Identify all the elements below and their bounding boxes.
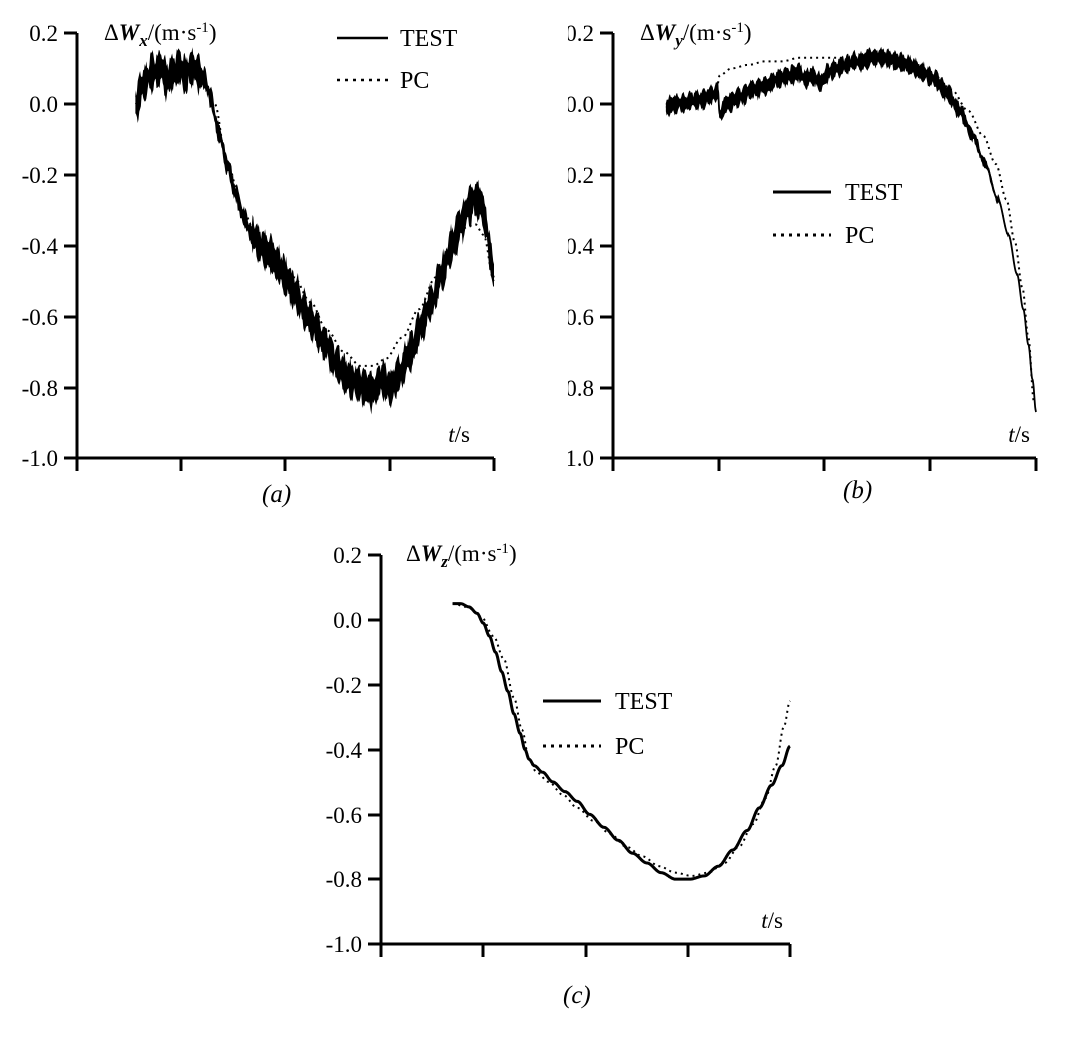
panel-c-y-tick-labels: 0.2 0.0 -0.2 -0.4 -0.6 -0.8 -1.0 — [326, 543, 363, 957]
panel-b-legend: TEST PC — [773, 180, 903, 249]
y-tick-label: 0.2 — [29, 21, 58, 46]
panel-c-series-test — [452, 602, 791, 881]
panel-b-chart: ΔWy/(m·s-1) 0.2 0.0 -0.2 -0.4 -0.6 -0.8 — [568, 20, 1038, 471]
panel-a-x-axis-label: t/s — [448, 422, 470, 447]
y-tick-label: -0.2 — [22, 163, 58, 188]
panel-b-y-ticks — [600, 31, 613, 460]
panel-a-chart: ΔWx/(m·s-1) 0.2 0.0 -0.2 -0.4 -0.6 — [22, 20, 496, 471]
y-tick-label: 0.0 — [568, 92, 594, 117]
panel-c-y-axis-title: ΔWz/(m·s-1) — [406, 541, 517, 571]
legend-label-pc: PC — [400, 68, 429, 94]
panel-b-caption: (b) — [843, 477, 873, 504]
y-tick-label: -0.4 — [568, 234, 594, 259]
panel-a-legend: TEST PC — [337, 26, 458, 94]
panel-a-y-tick-labels: 0.2 0.0 -0.2 -0.4 -0.6 -0.8 -1.0 — [22, 21, 59, 471]
panel-b-x-axis-label: t/s — [1008, 422, 1030, 447]
legend-label-test: TEST — [615, 689, 673, 715]
y-tick-label: -0.4 — [22, 234, 59, 259]
y-tick-label: -0.4 — [326, 738, 363, 763]
y-tick-label: 0.2 — [568, 21, 594, 46]
y-tick-label: -0.2 — [568, 163, 594, 188]
legend-label-pc: PC — [615, 734, 644, 760]
panel-a: ΔWx/(m·s-1) 0.2 0.0 -0.2 -0.4 -0.6 — [0, 0, 545, 507]
y-tick-label: 0.0 — [29, 92, 58, 117]
panel-c-caption: (c) — [563, 982, 591, 1009]
y-tick-label: -0.8 — [22, 376, 58, 401]
y-tick-label: 0.0 — [333, 608, 362, 633]
panel-a-series-test — [134, 47, 495, 415]
legend-label-test: TEST — [400, 26, 458, 52]
panel-b-y-axis-title: ΔWy/(m·s-1) — [640, 20, 752, 50]
panel-b-series-pc — [665, 56, 1035, 402]
panel-a-y-ticks — [64, 31, 77, 460]
panel-a-y-axis-title: ΔWx/(m·s-1) — [104, 20, 216, 50]
panel-b-series-test — [665, 46, 1037, 414]
legend-label-test: TEST — [845, 180, 903, 206]
panel-c-x-axis-label: t/s — [761, 908, 783, 933]
y-tick-label: -0.8 — [568, 376, 594, 401]
panel-c-y-ticks — [368, 553, 381, 946]
panel-c-legend: TEST PC — [543, 689, 673, 760]
panel-a-series-pc — [135, 70, 495, 367]
legend-label-pc: PC — [845, 223, 874, 249]
panel-c-chart: ΔWz/(m·s-1) 0.2 0.0 -0.2 -0.4 -0.6 -0.8 — [326, 541, 792, 957]
y-tick-label: -1.0 — [568, 446, 594, 471]
y-tick-label: -1.0 — [22, 446, 58, 471]
y-tick-label: -0.6 — [22, 305, 58, 330]
y-tick-label: -0.2 — [326, 673, 362, 698]
y-tick-label: 0.2 — [333, 543, 362, 568]
y-tick-label: -0.6 — [326, 803, 362, 828]
panel-c-x-ticks — [379, 944, 792, 957]
panel-b-y-tick-labels: 0.2 0.0 -0.2 -0.4 -0.6 -0.8 -1.0 — [568, 21, 594, 471]
panel-c: ΔWz/(m·s-1) 0.2 0.0 -0.2 -0.4 -0.6 -0.8 — [300, 528, 820, 1038]
panel-a-x-ticks — [75, 458, 496, 471]
panel-a-caption: (a) — [262, 481, 292, 508]
y-tick-label: -0.8 — [326, 867, 362, 892]
y-tick-label: -0.6 — [568, 305, 594, 330]
y-tick-label: -1.0 — [326, 932, 362, 957]
panel-b: ΔWy/(m·s-1) 0.2 0.0 -0.2 -0.4 -0.6 -0.8 — [568, 0, 1083, 503]
panel-b-x-ticks — [611, 458, 1038, 471]
